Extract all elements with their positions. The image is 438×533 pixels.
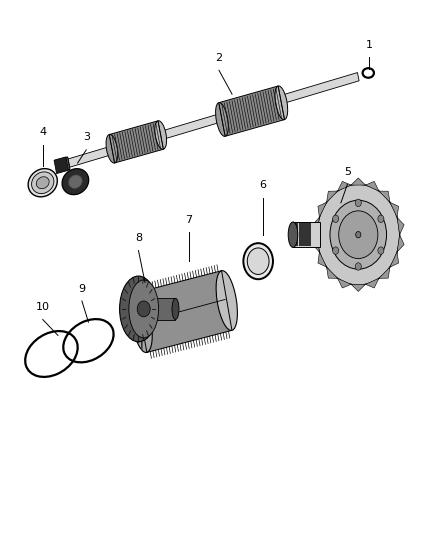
Polygon shape (305, 223, 311, 246)
Ellipse shape (332, 247, 339, 254)
Ellipse shape (129, 280, 159, 338)
Ellipse shape (28, 168, 57, 197)
Text: 1: 1 (366, 39, 373, 50)
Text: 8: 8 (135, 233, 142, 243)
Ellipse shape (155, 121, 166, 149)
Polygon shape (351, 284, 365, 292)
Ellipse shape (356, 231, 361, 238)
Polygon shape (390, 203, 399, 217)
Ellipse shape (317, 184, 399, 285)
Text: 3: 3 (83, 132, 90, 142)
Ellipse shape (137, 301, 150, 317)
Text: 10: 10 (36, 302, 50, 312)
Ellipse shape (120, 276, 157, 342)
Polygon shape (292, 223, 298, 246)
Polygon shape (365, 278, 379, 288)
Polygon shape (338, 181, 351, 191)
Ellipse shape (330, 200, 387, 269)
Ellipse shape (172, 298, 179, 319)
Ellipse shape (36, 177, 49, 189)
Text: 7: 7 (185, 215, 192, 224)
Polygon shape (379, 191, 390, 203)
Ellipse shape (355, 263, 361, 270)
Ellipse shape (131, 293, 152, 352)
Polygon shape (351, 178, 365, 185)
Ellipse shape (247, 248, 269, 274)
Text: 2: 2 (215, 53, 223, 63)
Polygon shape (136, 271, 232, 352)
Polygon shape (338, 278, 351, 288)
Polygon shape (379, 267, 390, 278)
Polygon shape (143, 298, 176, 319)
Text: 4: 4 (39, 127, 46, 137)
Ellipse shape (339, 211, 378, 259)
Polygon shape (327, 191, 338, 203)
Polygon shape (312, 217, 319, 235)
Polygon shape (390, 252, 399, 267)
Polygon shape (109, 121, 163, 163)
Polygon shape (54, 157, 68, 174)
Ellipse shape (378, 215, 384, 222)
Ellipse shape (106, 134, 118, 163)
Text: 6: 6 (259, 180, 266, 190)
Ellipse shape (215, 103, 228, 136)
Ellipse shape (32, 172, 54, 193)
Ellipse shape (378, 247, 384, 254)
Ellipse shape (275, 86, 288, 119)
Ellipse shape (288, 222, 298, 247)
Ellipse shape (62, 168, 88, 195)
Text: 5: 5 (344, 167, 351, 177)
Polygon shape (55, 157, 70, 173)
Polygon shape (68, 72, 359, 167)
Polygon shape (293, 222, 321, 247)
Ellipse shape (68, 175, 82, 189)
Polygon shape (327, 267, 338, 278)
Polygon shape (299, 223, 305, 246)
Polygon shape (397, 217, 404, 235)
Ellipse shape (244, 243, 273, 279)
Ellipse shape (216, 271, 237, 330)
Polygon shape (365, 181, 379, 191)
Polygon shape (318, 203, 327, 217)
Polygon shape (318, 252, 327, 267)
Polygon shape (219, 86, 285, 136)
Text: 9: 9 (78, 284, 85, 294)
Polygon shape (397, 235, 404, 252)
Ellipse shape (332, 215, 339, 222)
Polygon shape (312, 235, 319, 252)
Ellipse shape (355, 199, 361, 207)
